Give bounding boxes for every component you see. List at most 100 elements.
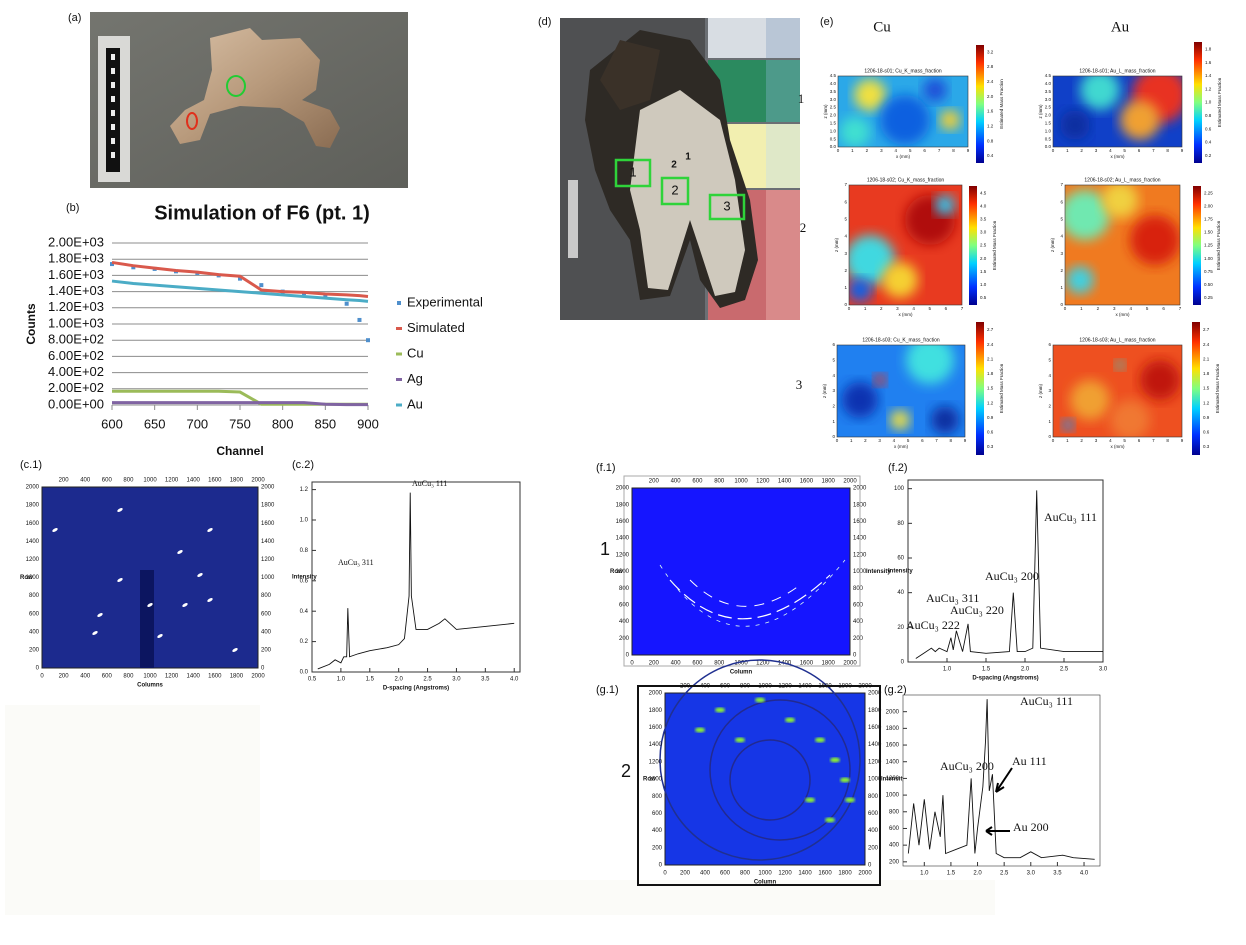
peak-annotation: AuCu₃ 111 (1044, 510, 1097, 524)
y-tick-label: 4.0 (1045, 81, 1052, 86)
legend-label: Experimental (407, 294, 483, 309)
x-tick-label: 1.5 (982, 667, 991, 673)
map-title: 1206-18-s03; Cu_K_mass_fraction (862, 337, 939, 343)
x-tick-label: 700 (186, 416, 208, 431)
colorbar-tick-label: 0.6 (987, 430, 994, 435)
x-tick-label: 1.0 (920, 871, 929, 877)
region-label: 1 (629, 164, 636, 179)
colorbar-tick-label: 0.8 (1205, 113, 1212, 118)
colorbar-tick-label: 1.0 (980, 282, 987, 287)
colorbar-title: Estimated Mass Fraction (1217, 77, 1222, 127)
y-tick-label: 0.0 (830, 144, 837, 149)
colorbar-tick-label: 0.8 (987, 138, 994, 143)
data-point (259, 283, 263, 287)
colorbar-tick-label: 1.75 (1204, 217, 1213, 222)
y-axis-title: Row (610, 569, 623, 575)
colorbar-tick-label: 0.6 (1205, 126, 1212, 131)
x-tick-label: 1.5 (366, 677, 375, 683)
x-tick-label: 1400 (798, 871, 812, 877)
photo-a (90, 12, 408, 188)
x-tick-label: 3.5 (1053, 871, 1062, 877)
y-tick-label: 60 (897, 556, 904, 562)
y-tick-label: 1600 (26, 521, 40, 527)
y-tick-label: 100 (894, 486, 905, 492)
map-title: 1206-18-s01; Au_L_mass_fraction (1079, 68, 1155, 74)
y-axis-title: z (mm) (1050, 238, 1055, 252)
y-tick-label: 1.20E+03 (48, 299, 104, 314)
peak-annotation: AuCu₃ 200 (985, 569, 1039, 583)
y-tick-label: 2.0 (1045, 113, 1052, 118)
colorbar-tick-label: 0.5 (980, 295, 987, 300)
image-area (632, 488, 850, 655)
x-tick-label: 2.5 (1060, 667, 1069, 673)
heatmap-blob (882, 262, 918, 298)
y-tick-label: 1.5 (830, 121, 837, 126)
colorbar-tick-label: 1.5 (987, 386, 994, 391)
heatmap-blob (931, 406, 959, 434)
map-title: 1206-18-s01; Cu_K_mass_fraction (864, 68, 941, 74)
y-tick-label: 1800 (649, 708, 663, 714)
x-tick-label: 3.0 (1099, 667, 1108, 673)
colorbar-tick-label: 1.25 (1204, 243, 1213, 248)
x-tick-label: 1200 (778, 871, 792, 877)
peak-annotation: AuCu₃ 111 (1020, 694, 1073, 708)
x-tick-label: 600 (692, 479, 703, 485)
y-tick-label: 1.0 (830, 128, 837, 133)
colorbar-tick-label: 1.8 (987, 371, 994, 376)
x-tick-label: 2.0 (1021, 667, 1030, 673)
y-tick-label: 1.80E+03 (48, 251, 104, 266)
y-tick-label: 1200 (616, 552, 630, 558)
colorbar-tick-label: 2.00 (1204, 203, 1213, 208)
heatmap-blob (1070, 380, 1110, 420)
colorbar-tick-label: 2.7 (1203, 327, 1210, 332)
heatmap-blob (854, 79, 886, 111)
x-tick-label: 2.5 (423, 677, 432, 683)
map-title: 1206-18-s02; Cu_K_mass_fraction (867, 177, 944, 183)
x-tick-label: 1800 (838, 871, 852, 877)
x-tick-label: 400 (80, 674, 91, 680)
y-tick-label: 4.5 (830, 73, 837, 78)
heatmap-blob (940, 110, 960, 130)
y-tick-label: 1000 (886, 793, 900, 799)
x-tick-label: 3.5 (481, 677, 490, 683)
y-tick-label: 400 (652, 828, 663, 834)
colorbar-tick-label: 3.2 (987, 49, 994, 54)
diffraction-spot (805, 798, 815, 803)
colorbar (976, 322, 984, 455)
y-tick-label: 200 (652, 845, 663, 851)
x-tick-label: 1600 (208, 674, 222, 680)
colorbar-tick-label: 2.4 (1203, 342, 1210, 347)
x-tick-label: 1600 (818, 871, 832, 877)
x-tick-label: 200 (59, 674, 70, 680)
x-tick-label: 2000 (843, 479, 857, 485)
colorbar-tick-label: 2.4 (987, 79, 994, 84)
y-tick-label: 1800 (26, 503, 40, 509)
x-tick-label: 1000 (143, 674, 157, 680)
colorbar-tick-label: 1.0 (1205, 100, 1212, 105)
x-axis-title: x (mm) (899, 312, 913, 317)
y-tick-label: 1600 (886, 743, 900, 749)
y-tick-label: 1400 (649, 742, 663, 748)
x-tick-label: 600 (102, 478, 113, 484)
x-tick-label: 1200 (756, 479, 770, 485)
colorbar-tick-label: 1.4 (1205, 73, 1212, 78)
heatmap (845, 185, 962, 305)
y-tick-label: 2.00E+02 (48, 380, 104, 395)
y-tick-label: 2.5 (830, 105, 837, 110)
y-tick-label: 3.5 (830, 89, 837, 94)
region-label: 3 (723, 198, 730, 213)
column-header: Cu (873, 19, 891, 35)
heatmap-blob (1066, 266, 1094, 294)
x-tick-label: 1000 (758, 871, 772, 877)
y-tick-label: 2.0 (830, 113, 837, 118)
x-axis-title: D-spacing (Angstroms) (972, 676, 1038, 682)
y-tick-label: 400 (889, 843, 900, 849)
x-tick-label: 800 (740, 871, 751, 877)
y-tick-label: 1.0 (300, 518, 309, 524)
heatmap-blob (935, 195, 955, 215)
x-tick-label: 2000 (858, 871, 872, 877)
y-tick-label: 800 (853, 586, 864, 592)
x-tick-label: 1000 (143, 478, 157, 484)
y-tick-label: 600 (853, 602, 864, 608)
y-axis-title: z (mm) (1038, 384, 1043, 398)
